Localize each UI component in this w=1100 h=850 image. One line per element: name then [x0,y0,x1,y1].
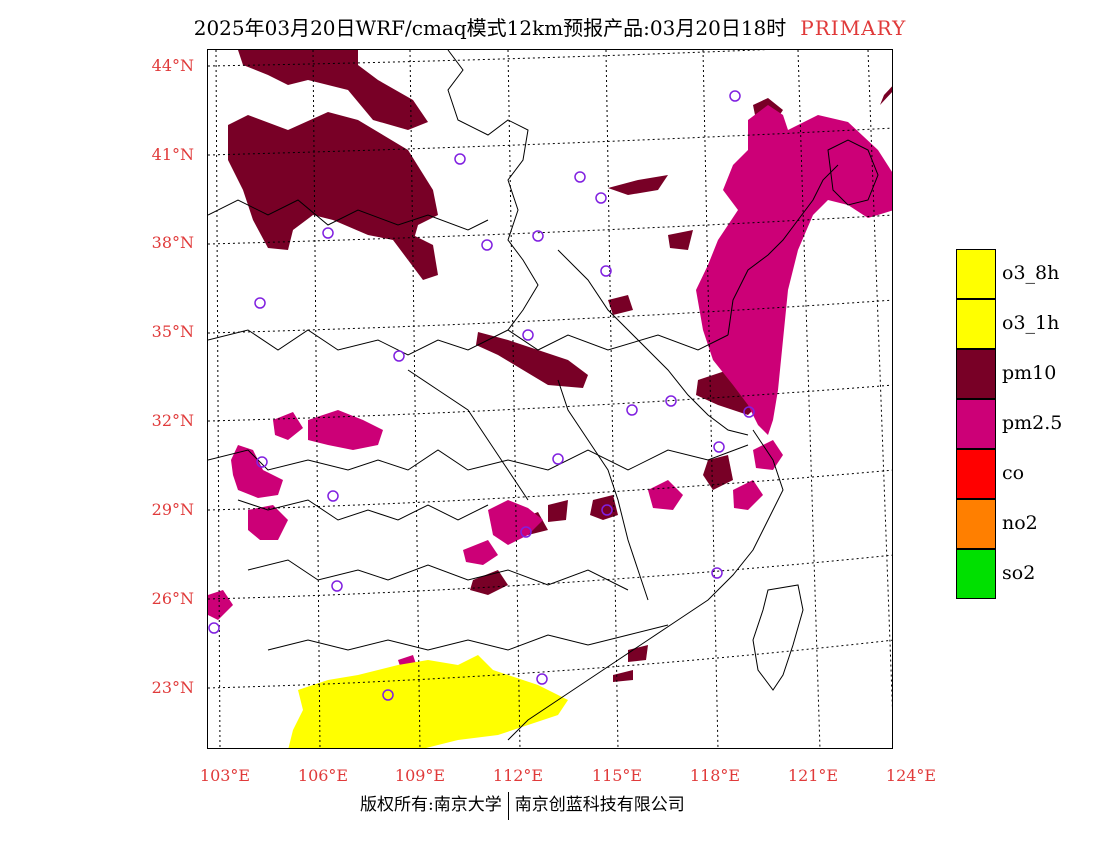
legend-label: so2 [1002,562,1036,584]
lon-label-103: 103°E [199,766,251,785]
map-title: 2025年03月20日WRF/cmaq模式12km预报产品:03月20日18时 P… [0,12,1100,41]
lon-label-124: 124°E [885,766,937,785]
legend-item-pm25: pm2.5 [956,399,1100,449]
legend-item-pm10: pm10 [956,349,1100,399]
lat-label-44: 44°N [151,56,194,75]
legend-item-so2: so2 [956,549,1100,599]
legend-swatch [956,399,996,449]
lat-label-29: 29°N [151,500,194,519]
legend-swatch [956,499,996,549]
lon-label-106: 106°E [297,766,349,785]
legend-swatch [956,549,996,599]
legend-item-o3-1h: o3_1h [956,299,1100,349]
pm25-areas [208,105,892,675]
lon-label-109: 109°E [394,766,446,785]
map-canvas [208,50,892,748]
pollutant-map[interactable] [207,49,893,749]
lat-label-32: 32°N [151,411,194,430]
legend-item-no2: no2 [956,499,1100,549]
legend-swatch [956,249,996,299]
legend-swatch [956,449,996,499]
pm10-areas [228,50,892,682]
legend-item-co: co [956,449,1100,499]
legend-label: co [1002,462,1025,484]
lon-label-121: 121°E [787,766,839,785]
footer-divider [507,791,509,820]
o3-areas [288,655,568,748]
title-tag: PRIMARY [800,16,907,40]
legend-item-o3-8h: o3_8h [956,249,1100,299]
graticule [208,50,892,748]
legend-label: pm10 [1002,362,1057,384]
legend-label: no2 [1002,512,1038,534]
legend-swatch [956,299,996,349]
lat-label-35: 35°N [151,322,194,341]
title-main: 2025年03月20日WRF/cmaq模式12km预报产品:03月20日18时 [193,16,787,40]
copyright-footer: 版权所有:南京大学 南京创蓝科技有限公司 [360,790,685,820]
lon-label-115: 115°E [591,766,643,785]
lat-label-23: 23°N [151,678,194,697]
lat-label-26: 26°N [151,589,194,608]
boundaries [208,50,879,741]
city-markers [208,90,755,701]
legend-label: o3_1h [1002,312,1060,334]
lon-label-112: 112°E [492,766,544,785]
lon-label-118: 118°E [689,766,741,785]
footer-company: 南京创蓝科技有限公司 [514,795,685,815]
legend-label: o3_8h [1002,262,1060,284]
lat-label-38: 38°N [151,233,194,252]
legend-swatch [956,349,996,399]
lat-label-41: 41°N [151,145,194,164]
legend-label: pm2.5 [1002,412,1063,434]
footer-copyright: 版权所有:南京大学 [360,795,502,815]
